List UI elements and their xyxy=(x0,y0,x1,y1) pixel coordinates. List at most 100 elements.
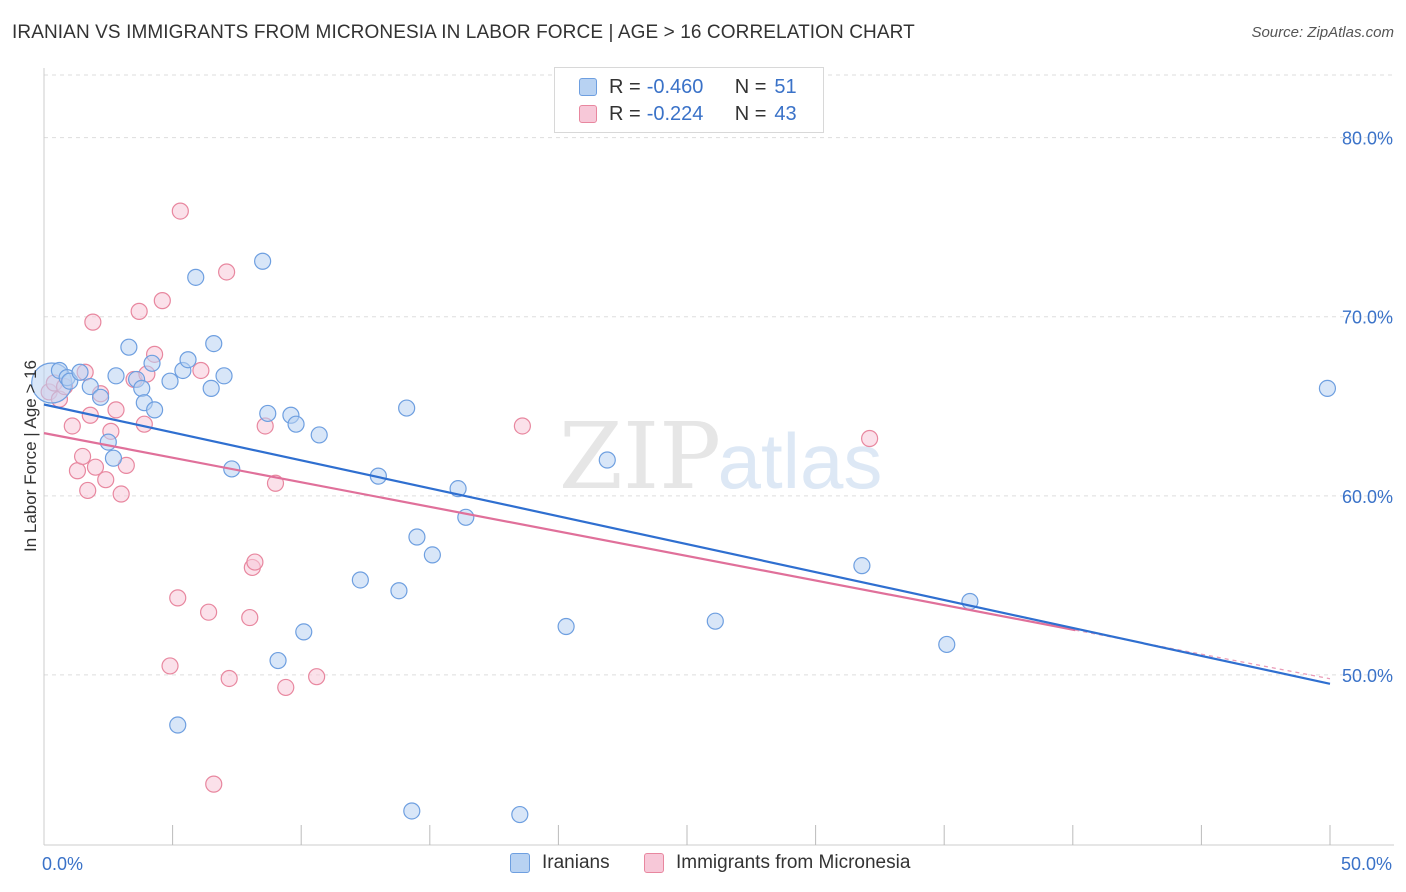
iranians-point xyxy=(351,571,369,589)
iranians-point xyxy=(202,379,220,397)
micronesia-point xyxy=(107,401,125,419)
chart-title: IRANIAN VS IMMIGRANTS FROM MICRONESIA IN… xyxy=(12,22,915,43)
iranians-point xyxy=(215,367,233,385)
legend-r-value: -0.224 xyxy=(646,102,704,125)
trend-lines xyxy=(43,403,1331,685)
iranians-point xyxy=(91,388,110,406)
watermark-zip: ZIP xyxy=(559,403,721,510)
series-iranians-points xyxy=(31,252,1337,824)
iranians-point xyxy=(408,528,426,546)
y-tick-label: 80.0% xyxy=(1342,129,1393,149)
source-label: Source: ZipAtlas.com xyxy=(1251,24,1394,41)
micronesia-point xyxy=(266,474,285,492)
legend-r-value: -0.460 xyxy=(646,75,704,98)
iranians-point xyxy=(269,651,287,670)
iranians-point xyxy=(310,426,328,444)
iranians-point xyxy=(259,404,277,423)
micronesia-point xyxy=(117,456,135,474)
iranians-point xyxy=(99,433,117,451)
iranians-point xyxy=(287,415,305,433)
iranians-point xyxy=(104,449,123,467)
legend-r-label: R = xyxy=(609,102,641,125)
legend-n-label: N = xyxy=(734,102,767,125)
micronesia-point xyxy=(192,361,210,380)
legend-item-iranians[interactable]: Iranians xyxy=(510,852,610,874)
series-legend: Iranians Immigrants from Micronesia xyxy=(0,852,1406,878)
iranians-point xyxy=(295,623,313,641)
micronesia-point xyxy=(68,462,87,480)
iranians-point xyxy=(511,805,529,824)
x-tick-label: 50.0% xyxy=(1341,854,1392,874)
legend-swatch-pink xyxy=(644,853,664,873)
micronesia-point xyxy=(112,485,130,503)
micronesia-point xyxy=(86,458,105,476)
legend-n-value: 43 xyxy=(774,102,797,125)
watermark: ZIP atlas xyxy=(559,403,882,510)
micronesia-point xyxy=(861,429,879,448)
iranians-point xyxy=(598,451,616,469)
legend-item-label: Iranians xyxy=(542,852,610,873)
iranians-point xyxy=(161,372,179,390)
micronesia-point xyxy=(513,417,531,435)
iranians-point xyxy=(71,363,89,381)
micronesia-point xyxy=(241,608,259,627)
micronesia-point xyxy=(130,302,148,320)
gridlines xyxy=(44,74,1394,676)
micronesia-point xyxy=(153,292,171,310)
iranians-point xyxy=(938,635,956,654)
iranians-point xyxy=(169,716,187,734)
micronesia-point xyxy=(169,589,187,607)
micronesia-point xyxy=(200,603,218,621)
legend-r-label: R = xyxy=(609,75,641,98)
iranians-point xyxy=(398,399,416,417)
legend-n-label: N = xyxy=(734,75,767,98)
legend-n-value: 51 xyxy=(774,75,797,98)
micronesia-point xyxy=(171,202,189,220)
legend-row-micronesia: R = -0.224 N = 43 xyxy=(579,101,797,127)
iranians-point xyxy=(81,377,99,396)
iranians-point xyxy=(254,252,272,270)
micronesia-point xyxy=(63,417,81,435)
iranians-point xyxy=(205,335,223,353)
legend-row-iranians: R = -0.460 N = 51 xyxy=(579,74,797,100)
legend-swatch-blue xyxy=(510,853,530,873)
micronesia-point xyxy=(218,263,236,281)
micronesia-point xyxy=(277,678,295,697)
micronesia-point xyxy=(246,553,264,571)
axes xyxy=(43,68,1394,846)
micronesia-point xyxy=(220,669,238,688)
legend-swatch-pink xyxy=(579,105,597,123)
micronesia-point xyxy=(84,313,102,331)
micronesia-trend-line xyxy=(43,432,1076,632)
legend-swatch-blue xyxy=(579,78,597,96)
micronesia-point xyxy=(308,668,326,686)
iranians-point xyxy=(179,351,197,369)
y-tick-label: 70.0% xyxy=(1342,308,1393,328)
legend-item-micronesia[interactable]: Immigrants from Micronesia xyxy=(644,852,910,874)
iranians-point xyxy=(143,354,161,372)
iranians-point xyxy=(1318,379,1337,397)
y-axis-label: In Labor Force | Age > 16 xyxy=(21,360,40,552)
iranians-point xyxy=(557,617,575,636)
legend-item-label: Immigrants from Micronesia xyxy=(676,852,911,873)
iranians-point xyxy=(145,401,164,419)
tick-labels: 50.0% 60.0% 70.0% 80.0% 0.0% 50.0% xyxy=(42,129,1393,874)
iranians-point xyxy=(706,612,724,630)
iranians-point xyxy=(390,582,408,600)
micronesia-point xyxy=(97,471,115,489)
micronesia-point xyxy=(79,481,97,500)
watermark-atlas: atlas xyxy=(718,417,883,505)
iranians-point xyxy=(133,379,151,397)
y-tick-label: 50.0% xyxy=(1342,666,1393,686)
micronesia-point xyxy=(205,775,223,793)
iranians-trend-line xyxy=(43,403,1331,685)
stats-legend: R = -0.460 N = 51 R = -0.224 N = 43 xyxy=(554,67,824,133)
iranians-point xyxy=(120,338,138,356)
micronesia-point xyxy=(73,447,92,466)
iranians-point xyxy=(187,268,205,286)
iranians-point xyxy=(403,802,421,820)
iranians-point xyxy=(423,546,441,564)
x-tick-label: 0.0% xyxy=(42,854,83,874)
iranians-point xyxy=(107,367,125,385)
